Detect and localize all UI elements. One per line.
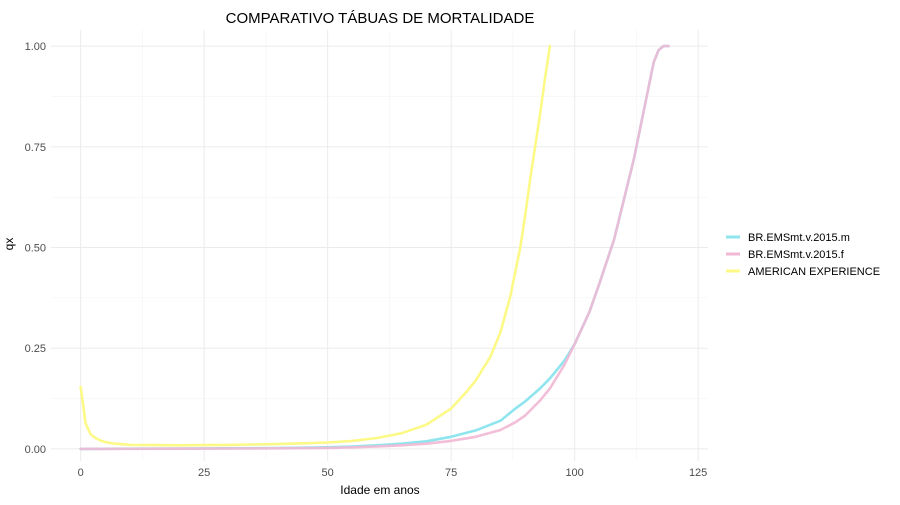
y-tick-label: 1.00 (25, 41, 46, 53)
major-gridlines (51, 30, 708, 461)
y-tick-label: 0.00 (25, 444, 46, 456)
chart-title: COMPARATIVO TÁBUAS DE MORTALIDADE (226, 10, 535, 27)
x-tick-label: 100 (565, 467, 583, 479)
y-tick-label: 0.75 (25, 142, 46, 154)
x-tick-label: 125 (689, 467, 707, 479)
x-tick-label: 0 (78, 467, 84, 479)
y-tick-label: 0.25 (25, 343, 46, 355)
x-axis-tick-labels: 0 25 50 75 100 125 (78, 467, 708, 479)
series-lines (79, 44, 670, 451)
x-tick-label: 25 (198, 467, 210, 479)
x-tick-label: 50 (322, 467, 334, 479)
series-line-2 (79, 44, 670, 451)
minor-gridlines (51, 30, 708, 461)
y-tick-label: 0.50 (25, 243, 46, 255)
x-tick-label: 75 (445, 467, 457, 479)
legend-label: BR.EMSmt.v.2015.m (748, 232, 850, 244)
y-axis-title: qx (2, 238, 16, 251)
legend-label: AMERICAN EXPERIENCE (748, 266, 880, 278)
legend: BR.EMSmt.v.2015.m BR.EMSmt.v.2015.f AMERIC… (726, 232, 880, 278)
series-line-3 (79, 44, 552, 447)
legend-label: BR.EMSmt.v.2015.f (748, 249, 845, 261)
y-axis-tick-labels: 0.00 0.25 0.50 0.75 1.00 (25, 41, 46, 456)
x-axis-title: Idade em anos (340, 483, 419, 497)
